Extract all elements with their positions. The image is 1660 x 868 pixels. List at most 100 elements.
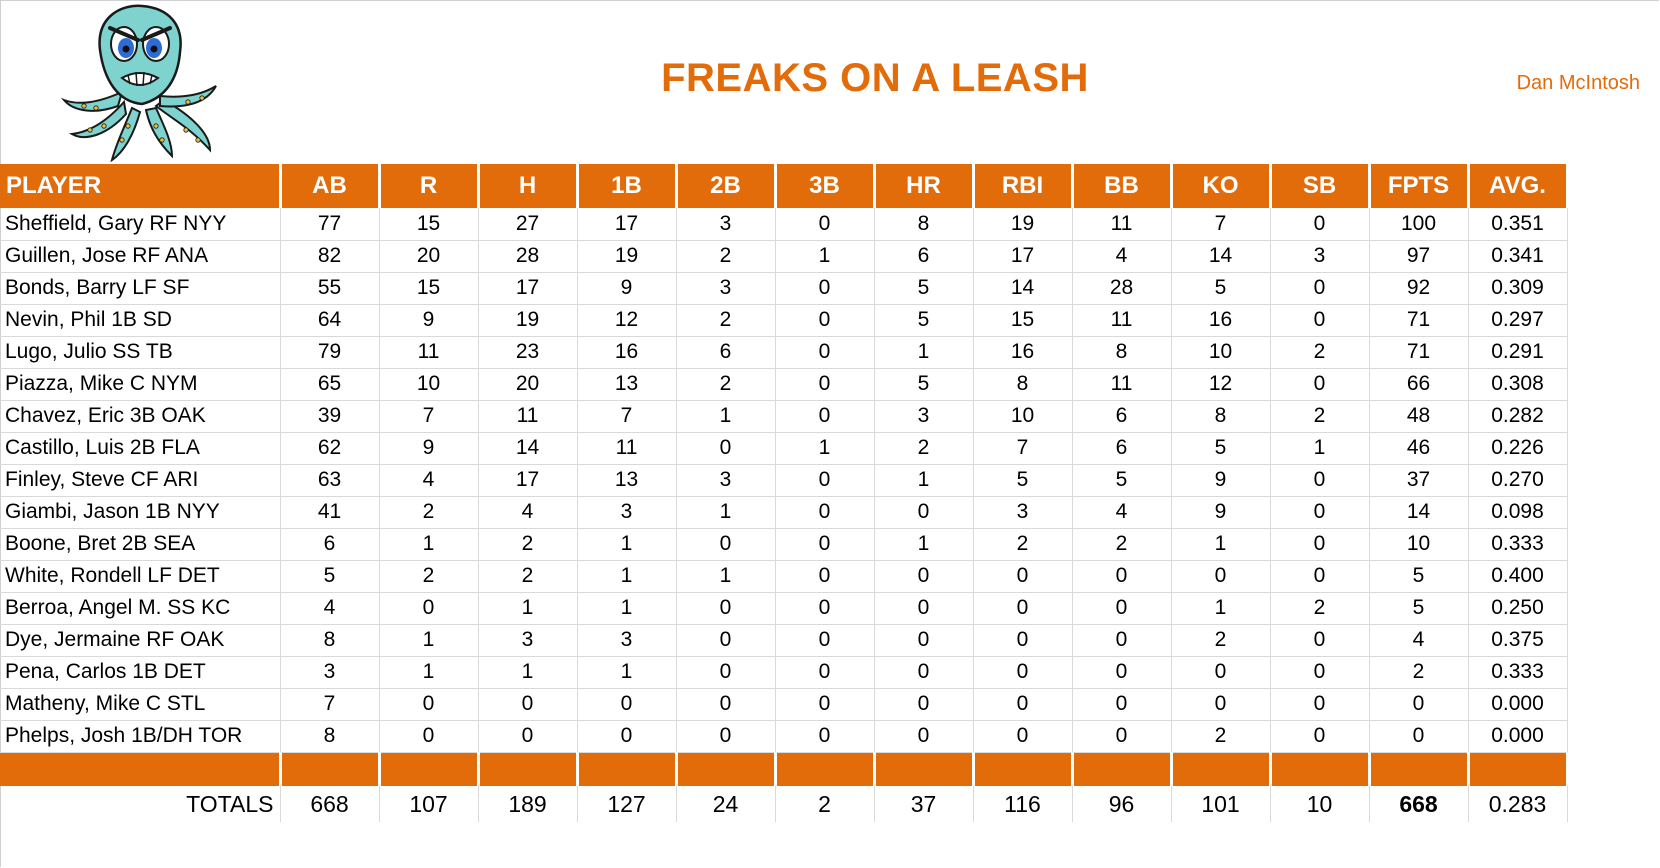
stat-cell-r[interactable]: 2 — [379, 496, 479, 529]
stat-cell-hr[interactable]: 8 — [874, 208, 974, 241]
stat-cell-h[interactable]: 28 — [478, 240, 578, 273]
stat-cell-ko[interactable]: 2 — [1171, 720, 1271, 753]
stat-cell-1b[interactable]: 9 — [577, 272, 677, 305]
stat-cell-fpts[interactable]: 100 — [1369, 208, 1469, 241]
stat-cell-h[interactable]: 17 — [478, 272, 578, 305]
total-cell-bb[interactable]: 96 — [1072, 786, 1172, 822]
stat-cell-bb[interactable]: 0 — [1072, 688, 1172, 721]
stat-cell-hr[interactable]: 3 — [874, 400, 974, 433]
stat-cell-1b[interactable]: 13 — [577, 368, 677, 401]
stat-cell-3b[interactable]: 0 — [775, 336, 875, 369]
stat-cell-r[interactable]: 9 — [379, 432, 479, 465]
stat-cell-rbi[interactable]: 8 — [973, 368, 1073, 401]
stat-cell-rbi[interactable]: 0 — [973, 720, 1073, 753]
total-cell-fpts[interactable]: 668 — [1369, 786, 1469, 822]
stat-cell-bb[interactable]: 2 — [1072, 528, 1172, 561]
stat-cell-ko[interactable]: 7 — [1171, 208, 1271, 241]
stat-cell-avg[interactable]: 0.000 — [1468, 720, 1568, 753]
player-name-cell[interactable]: Pena, Carlos 1B DET — [0, 656, 281, 689]
stat-cell-rbi[interactable]: 0 — [973, 592, 1073, 625]
stat-cell-h[interactable]: 14 — [478, 432, 578, 465]
stat-cell-hr[interactable]: 0 — [874, 592, 974, 625]
stat-cell-ab[interactable]: 3 — [280, 656, 380, 689]
stat-cell-ab[interactable]: 77 — [280, 208, 380, 241]
stat-cell-ab[interactable]: 65 — [280, 368, 380, 401]
stat-cell-2b[interactable]: 1 — [676, 400, 776, 433]
stat-cell-1b[interactable]: 3 — [577, 496, 677, 529]
stat-cell-hr[interactable]: 2 — [874, 432, 974, 465]
stat-cell-rbi[interactable]: 7 — [973, 432, 1073, 465]
stat-cell-avg[interactable]: 0.333 — [1468, 656, 1568, 689]
stat-cell-bb[interactable]: 0 — [1072, 592, 1172, 625]
player-name-cell[interactable]: Chavez, Eric 3B OAK — [0, 400, 281, 433]
stat-cell-sb[interactable]: 0 — [1270, 688, 1370, 721]
stat-cell-ab[interactable]: 82 — [280, 240, 380, 273]
stat-cell-r[interactable]: 11 — [379, 336, 479, 369]
stat-cell-bb[interactable]: 4 — [1072, 496, 1172, 529]
stat-cell-bb[interactable]: 11 — [1072, 304, 1172, 337]
stat-cell-ko[interactable]: 0 — [1171, 560, 1271, 593]
stat-cell-sb[interactable]: 0 — [1270, 496, 1370, 529]
stat-cell-1b[interactable]: 1 — [577, 528, 677, 561]
stat-cell-bb[interactable]: 0 — [1072, 720, 1172, 753]
stat-cell-avg[interactable]: 0.400 — [1468, 560, 1568, 593]
stat-cell-1b[interactable]: 16 — [577, 336, 677, 369]
stat-cell-1b[interactable]: 13 — [577, 464, 677, 497]
stat-cell-3b[interactable]: 1 — [775, 432, 875, 465]
col-header-hr[interactable]: HR — [874, 164, 975, 208]
total-cell-ab[interactable]: 668 — [280, 786, 380, 822]
stat-cell-ab[interactable]: 8 — [280, 720, 380, 753]
stat-cell-h[interactable]: 19 — [478, 304, 578, 337]
col-header-ab[interactable]: AB — [280, 164, 381, 208]
stat-cell-2b[interactable]: 0 — [676, 624, 776, 657]
stat-cell-2b[interactable]: 0 — [676, 688, 776, 721]
player-name-cell[interactable]: White, Rondell LF DET — [0, 560, 281, 593]
stat-cell-ko[interactable]: 1 — [1171, 528, 1271, 561]
stat-cell-rbi[interactable]: 14 — [973, 272, 1073, 305]
stat-cell-rbi[interactable]: 16 — [973, 336, 1073, 369]
stat-cell-h[interactable]: 2 — [478, 560, 578, 593]
stat-cell-rbi[interactable]: 17 — [973, 240, 1073, 273]
stat-cell-fpts[interactable]: 66 — [1369, 368, 1469, 401]
player-name-cell[interactable]: Castillo, Luis 2B FLA — [0, 432, 281, 465]
total-cell-r[interactable]: 107 — [379, 786, 479, 822]
stat-cell-h[interactable]: 3 — [478, 624, 578, 657]
stat-cell-fpts[interactable]: 10 — [1369, 528, 1469, 561]
player-name-cell[interactable]: Finley, Steve CF ARI — [0, 464, 281, 497]
stat-cell-sb[interactable]: 2 — [1270, 400, 1370, 433]
stat-cell-1b[interactable]: 11 — [577, 432, 677, 465]
stat-cell-rbi[interactable]: 2 — [973, 528, 1073, 561]
stat-cell-rbi[interactable]: 3 — [973, 496, 1073, 529]
stat-cell-fpts[interactable]: 2 — [1369, 656, 1469, 689]
stat-cell-2b[interactable]: 0 — [676, 528, 776, 561]
stat-cell-1b[interactable]: 0 — [577, 720, 677, 753]
stat-cell-h[interactable]: 0 — [478, 688, 578, 721]
stat-cell-sb[interactable]: 0 — [1270, 656, 1370, 689]
total-cell-h[interactable]: 189 — [478, 786, 578, 822]
stat-cell-3b[interactable]: 0 — [775, 592, 875, 625]
stat-cell-fpts[interactable]: 14 — [1369, 496, 1469, 529]
stat-cell-fpts[interactable]: 5 — [1369, 560, 1469, 593]
player-name-cell[interactable]: Dye, Jermaine RF OAK — [0, 624, 281, 657]
stat-cell-2b[interactable]: 3 — [676, 464, 776, 497]
stat-cell-rbi[interactable]: 5 — [973, 464, 1073, 497]
stat-cell-rbi[interactable]: 0 — [973, 688, 1073, 721]
stat-cell-avg[interactable]: 0.375 — [1468, 624, 1568, 657]
stat-cell-h[interactable]: 2 — [478, 528, 578, 561]
stat-cell-3b[interactable]: 0 — [775, 304, 875, 337]
stat-cell-3b[interactable]: 0 — [775, 368, 875, 401]
stat-cell-ko[interactable]: 5 — [1171, 432, 1271, 465]
stat-cell-sb[interactable]: 2 — [1270, 336, 1370, 369]
stat-cell-hr[interactable]: 0 — [874, 496, 974, 529]
stat-cell-avg[interactable]: 0.098 — [1468, 496, 1568, 529]
stat-cell-fpts[interactable]: 4 — [1369, 624, 1469, 657]
stat-cell-ab[interactable]: 8 — [280, 624, 380, 657]
stat-cell-hr[interactable]: 1 — [874, 464, 974, 497]
stat-cell-hr[interactable]: 0 — [874, 688, 974, 721]
stat-cell-avg[interactable]: 0.351 — [1468, 208, 1568, 241]
col-header-avg[interactable]: AVG. — [1468, 164, 1569, 208]
stat-cell-h[interactable]: 17 — [478, 464, 578, 497]
total-cell-sb[interactable]: 10 — [1270, 786, 1370, 822]
stat-cell-2b[interactable]: 2 — [676, 304, 776, 337]
player-name-cell[interactable]: Giambi, Jason 1B NYY — [0, 496, 281, 529]
